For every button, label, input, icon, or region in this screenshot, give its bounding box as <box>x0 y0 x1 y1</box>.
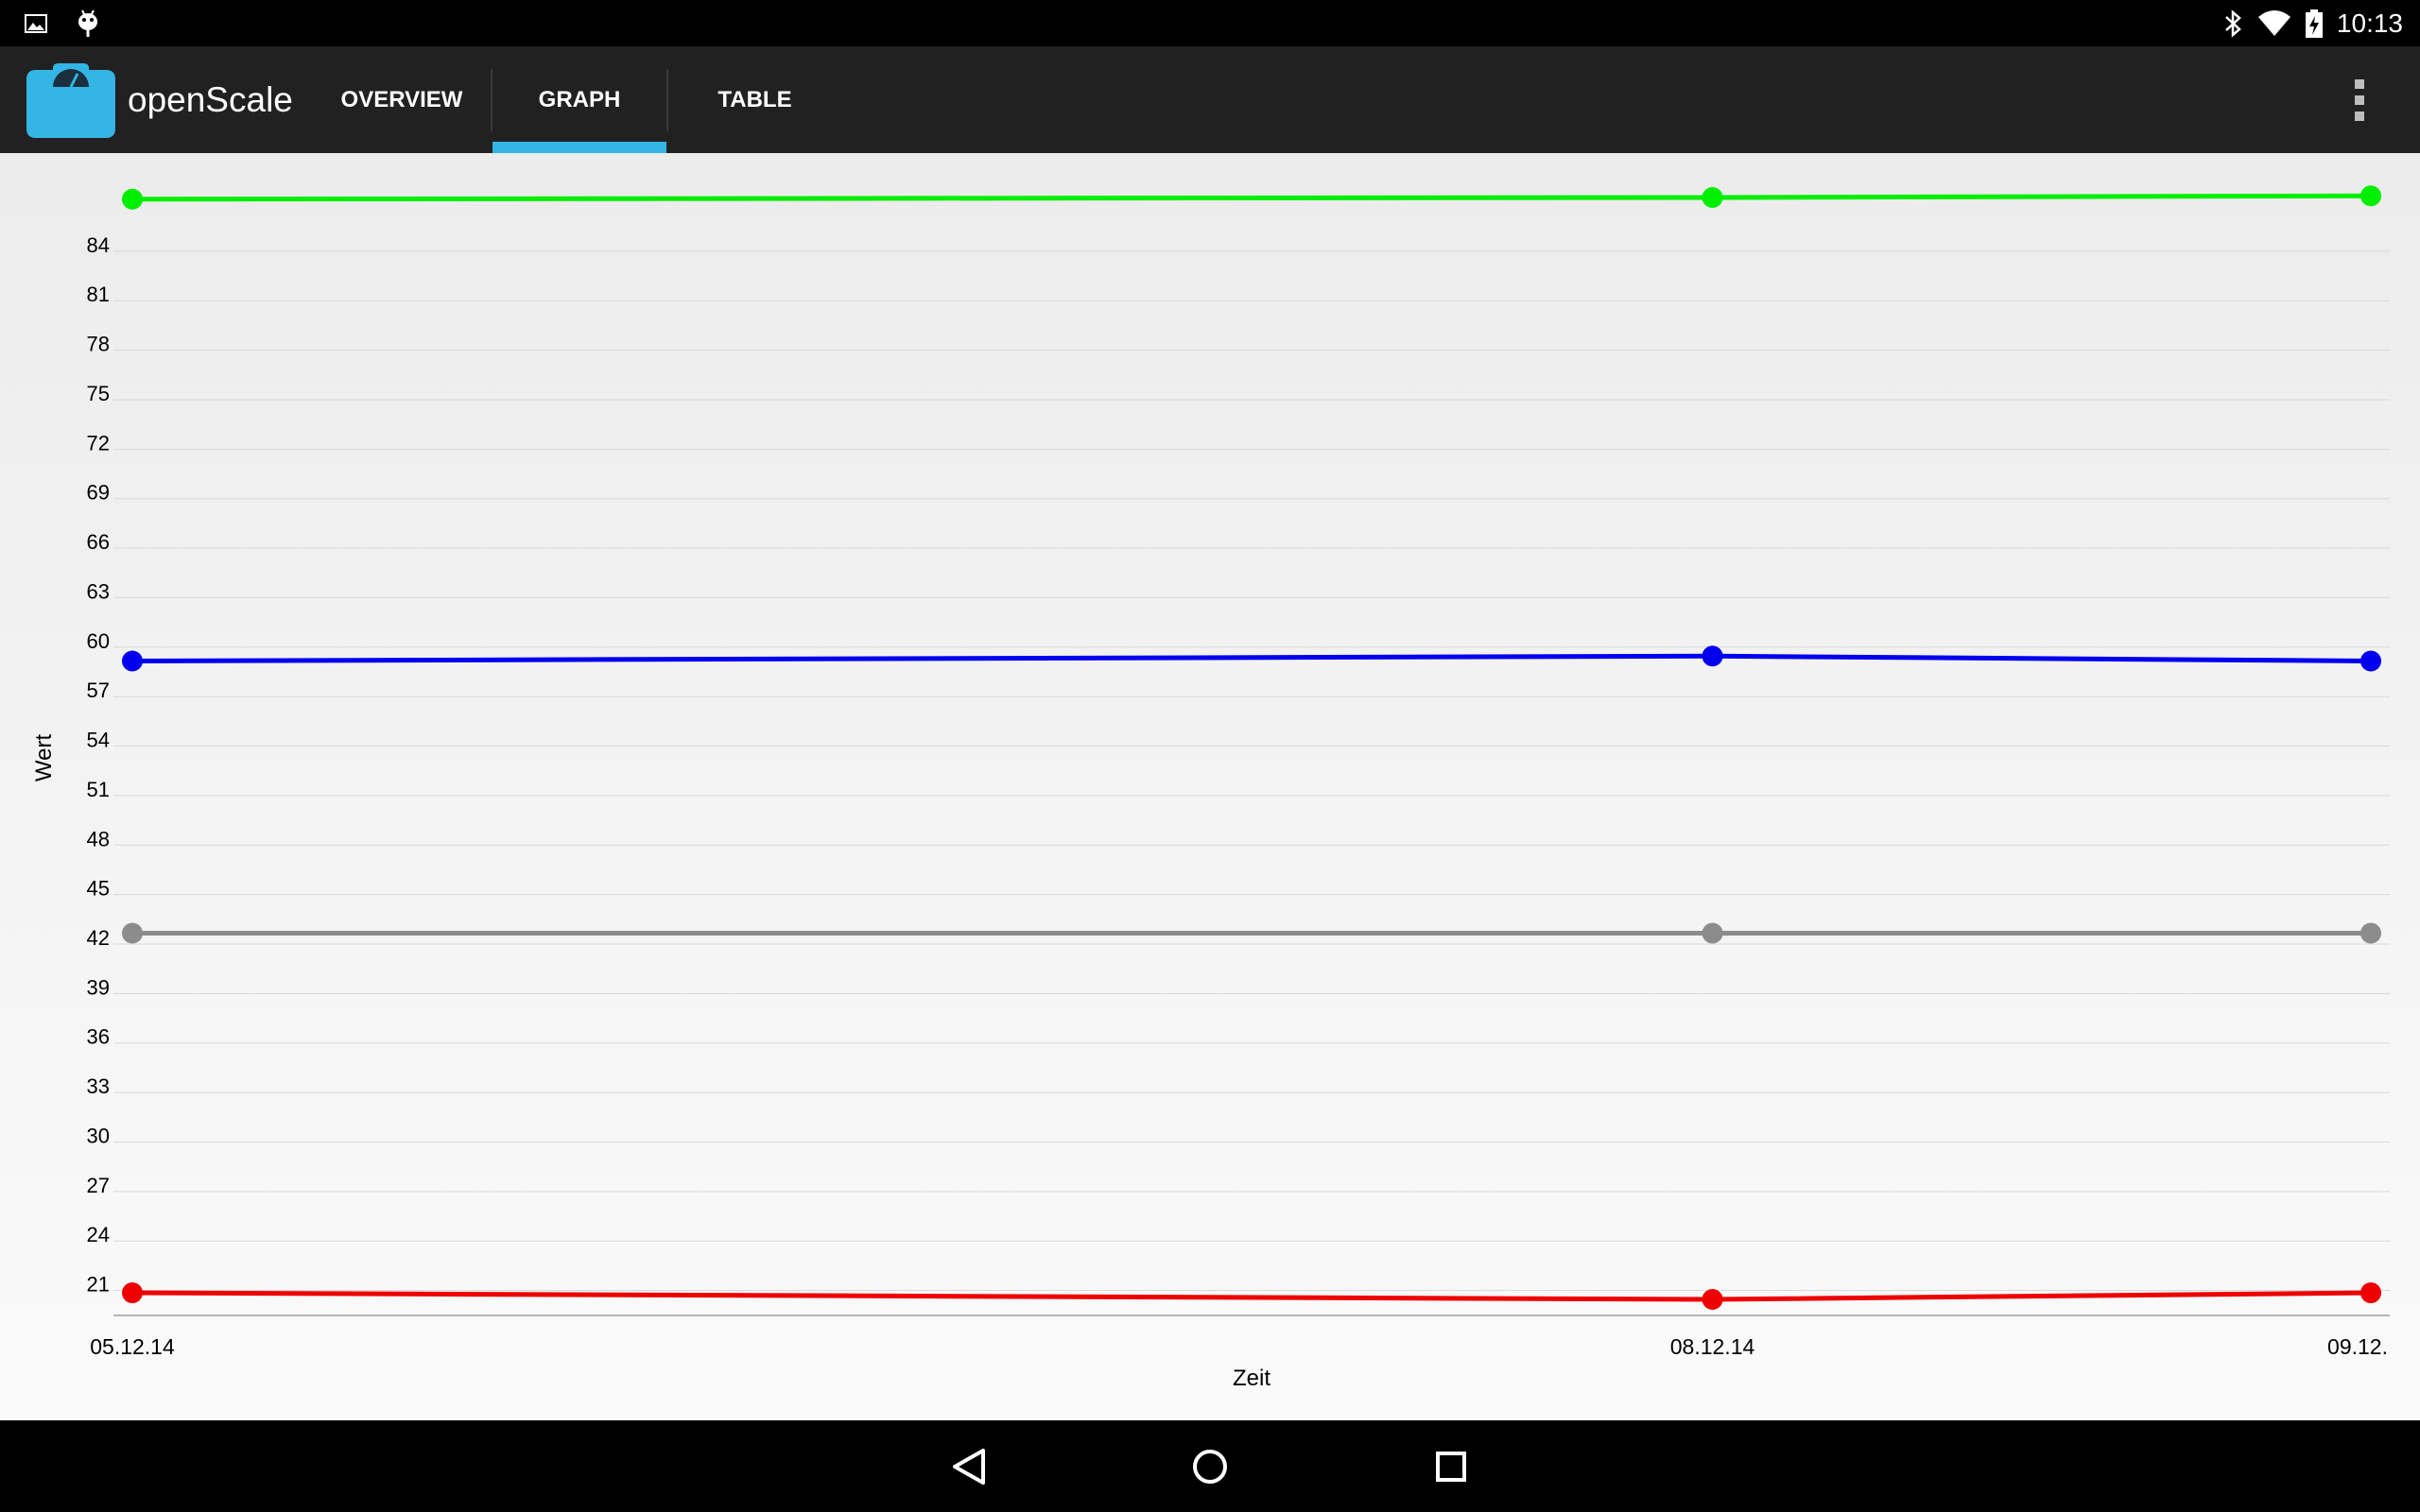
y-tick-label: 24 <box>87 1223 110 1246</box>
action-bar: openScale OVERVIEW GRAPH TABLE <box>0 46 2420 153</box>
y-tick-label: 36 <box>87 1025 110 1049</box>
y-tick-label: 75 <box>87 382 110 405</box>
series-1 <box>122 645 2381 672</box>
data-point[interactable] <box>1702 922 1723 944</box>
app-logo-icon[interactable] <box>25 62 117 138</box>
y-tick-label: 72 <box>87 431 110 455</box>
recents-button[interactable] <box>1418 1437 1484 1496</box>
data-point[interactable] <box>1702 1289 1723 1311</box>
y-tick-label: 81 <box>87 283 110 306</box>
y-tick-label: 45 <box>87 877 110 901</box>
series-line <box>131 193 2372 202</box>
data-point[interactable] <box>2360 650 2381 672</box>
data-point[interactable] <box>122 922 143 944</box>
series-2 <box>122 922 2381 944</box>
y-tick-label: 39 <box>87 975 110 999</box>
y-tick-label: 84 <box>87 233 110 257</box>
y-tick-label: 33 <box>87 1074 110 1098</box>
data-point[interactable] <box>1702 645 1723 667</box>
y-tick-label: 69 <box>87 481 110 505</box>
x-axis-ticks: 05.12.14 08.12.14 09.12. <box>90 1334 2388 1359</box>
chart-grid <box>113 250 2390 1316</box>
status-bar: 10:13 <box>0 0 2420 46</box>
x-axis-label: Zeit <box>1233 1366 1270 1391</box>
data-point[interactable] <box>2360 185 2381 207</box>
y-tick-label: 60 <box>87 629 110 653</box>
y-tick-label: 66 <box>87 530 110 554</box>
graph-view[interactable]: 21 24 27 30 33 36 39 42 45 48 51 54 57 60 63 66 69 72 75 78… <box>0 153 2420 1420</box>
y-tick-label: 30 <box>87 1124 110 1147</box>
y-axis-label: Wert <box>31 734 57 782</box>
y-tick-label: 27 <box>87 1174 110 1197</box>
data-point[interactable] <box>122 650 143 672</box>
y-tick-label: 51 <box>87 778 110 801</box>
data-point[interactable] <box>2360 922 2381 944</box>
x-tick-label: 09.12. <box>2327 1334 2388 1359</box>
data-point[interactable] <box>122 188 143 210</box>
y-tick-label: 42 <box>87 926 110 950</box>
selected-tab-indicator <box>493 142 666 153</box>
tab-table[interactable]: TABLE <box>717 87 792 112</box>
tab-graph[interactable]: GRAPH <box>538 87 621 112</box>
series-line <box>131 1290 2372 1302</box>
overflow-menu-icon[interactable] <box>2341 77 2378 124</box>
y-tick-label: 78 <box>87 333 110 356</box>
home-button[interactable] <box>1177 1437 1243 1496</box>
line-chart[interactable]: 21 24 27 30 33 36 39 42 45 48 51 54 57 60 63 66 69 72 75 78… <box>0 153 2420 1420</box>
series-0 <box>122 185 2381 210</box>
chart-series <box>122 185 2381 1311</box>
y-tick-label: 54 <box>87 729 110 752</box>
data-point[interactable] <box>2360 1282 2381 1304</box>
y-tick-label: 48 <box>87 827 110 850</box>
x-tick-label: 08.12.14 <box>1670 1334 1755 1359</box>
y-tick-label: 57 <box>87 679 110 702</box>
data-point[interactable] <box>122 1282 143 1304</box>
y-axis-ticks: 21 24 27 30 33 36 39 42 45 48 51 54 57 60 63 66 69 72 75 78… <box>87 233 110 1297</box>
y-tick-label: 63 <box>87 579 110 603</box>
back-button[interactable] <box>936 1437 1002 1496</box>
series-line <box>131 653 2372 663</box>
tab-divider <box>666 69 668 131</box>
status-clock: 10:13 <box>2336 9 2403 38</box>
series-3 <box>122 1282 2381 1311</box>
image-notification-icon <box>25 14 47 33</box>
android-debug-icon <box>78 9 97 37</box>
wifi-icon <box>2257 10 2290 36</box>
battery-charging-icon <box>2305 9 2323 38</box>
app-title: openScale <box>128 80 293 119</box>
y-tick-label: 21 <box>87 1273 110 1297</box>
data-point[interactable] <box>1702 186 1723 208</box>
tab-divider <box>491 69 493 131</box>
bluetooth-icon <box>2225 9 2241 38</box>
tab-overview[interactable]: OVERVIEW <box>340 87 463 112</box>
x-tick-label: 05.12.14 <box>90 1334 175 1359</box>
navigation-bar <box>0 1420 2420 1512</box>
